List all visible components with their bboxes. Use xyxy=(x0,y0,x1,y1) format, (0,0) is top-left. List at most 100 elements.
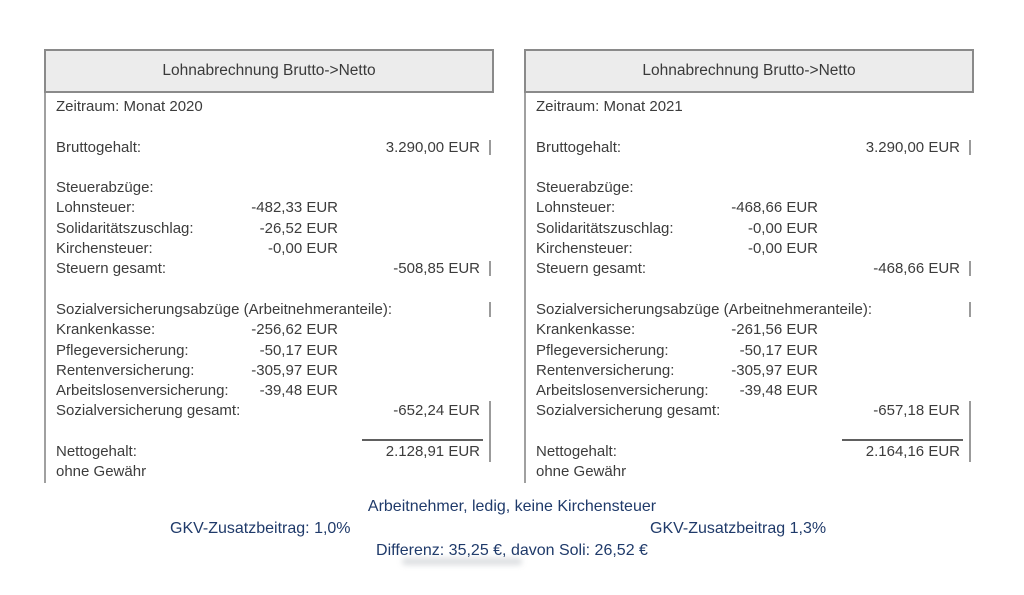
row-amount: -50,17 EUR xyxy=(259,341,338,359)
table-title: Lohnabrechnung Brutto->Netto xyxy=(642,62,856,79)
note-employee-status: Arbeitnehmer, ledig, keine Kirchensteuer xyxy=(367,498,657,515)
table-row xyxy=(46,280,494,300)
table-row xyxy=(46,421,494,443)
payroll-table-2021: Lohnabrechnung Brutto->Netto Zeitraum: M… xyxy=(524,49,974,483)
table-row: Solidaritätszuschlag: -26,52 EUR xyxy=(46,219,494,239)
table-row: Steuerabzüge: xyxy=(526,178,974,198)
table-row: Bruttogehalt: 3.290,00 EUR xyxy=(46,138,494,158)
row-label: Arbeitslosenversicherung: xyxy=(536,382,709,400)
cell-border-tick xyxy=(969,301,971,317)
row-total-amount: 2.128,91 EUR xyxy=(385,443,480,461)
row-amount: -39,48 EUR xyxy=(259,382,338,400)
table-row: Zeitraum: Monat 2020 xyxy=(46,97,494,117)
cell-border-tick xyxy=(969,139,971,155)
table-row xyxy=(526,117,974,137)
table-row: Solidaritätszuschlag: -0,00 EUR xyxy=(526,219,974,239)
cell-border-tick xyxy=(489,301,491,317)
table-row: Steuern gesamt: -468,66 EUR xyxy=(526,259,974,279)
table-row: Steuern gesamt: -508,85 EUR xyxy=(46,259,494,279)
row-amount: -261,56 EUR xyxy=(731,321,818,339)
table-row: Lohnsteuer: -482,33 EUR xyxy=(46,198,494,218)
row-total-amount: 2.164,16 EUR xyxy=(865,443,960,461)
row-label: Steuerabzüge: xyxy=(536,179,634,197)
cell-border-tick xyxy=(489,442,491,463)
row-label: Bruttogehalt: xyxy=(536,138,622,156)
cell-border-tick xyxy=(489,401,491,422)
table-row: Kirchensteuer: -0,00 EUR xyxy=(46,239,494,259)
row-amount: -305,97 EUR xyxy=(251,361,338,379)
cell-border-tick xyxy=(969,261,971,277)
row-amount: -305,97 EUR xyxy=(731,361,818,379)
cell-border-tick xyxy=(489,261,491,277)
table-body-2021: Zeitraum: Monat 2021 Bruttogehalt: 3.290,0… xyxy=(524,93,974,483)
row-label: Bruttogehalt: xyxy=(56,138,142,156)
row-label: Rentenversicherung: xyxy=(536,361,675,379)
row-label: Sozialversicherung gesamt: xyxy=(56,402,241,420)
row-total-amount: 3.290,00 EUR xyxy=(865,138,960,156)
cell-border-tick xyxy=(969,401,971,422)
row-total-amount: 3.290,00 EUR xyxy=(385,138,480,156)
table-row: ohne Gewähr xyxy=(526,462,974,482)
table-row: Kirchensteuer: -0,00 EUR xyxy=(526,239,974,259)
row-label: Sozialversicherungsabzüge (Arbeitnehmera… xyxy=(56,300,393,318)
table-row: Pflegeversicherung: -50,17 EUR xyxy=(46,341,494,361)
table-row: Nettogehalt: 2.164,16 EUR xyxy=(526,442,974,463)
table-row xyxy=(46,158,494,178)
row-label: Lohnsteuer: xyxy=(56,199,136,217)
row-label: Nettogehalt: xyxy=(536,443,617,461)
row-amount: -468,66 EUR xyxy=(731,199,818,217)
row-amount: -482,33 EUR xyxy=(251,199,338,217)
row-amount: -256,62 EUR xyxy=(251,321,338,339)
payroll-table-2020: Lohnabrechnung Brutto->Netto Zeitraum: M… xyxy=(44,49,494,483)
row-amount: -39,48 EUR xyxy=(739,382,818,400)
table-row: Pflegeversicherung: -50,17 EUR xyxy=(526,341,974,361)
table-row: Sozialversicherung gesamt: -652,24 EUR xyxy=(46,401,494,422)
table-row: Sozialversicherungsabzüge (Arbeitnehmera… xyxy=(46,300,494,320)
table-row: Sozialversicherung gesamt: -657,18 EUR xyxy=(526,401,974,422)
table-body-2020: Zeitraum: Monat 2020 Bruttogehalt: 3.290,0… xyxy=(44,93,494,483)
row-amount: -0,00 EUR xyxy=(747,240,818,258)
table-row xyxy=(46,117,494,137)
cell-border-tick xyxy=(969,442,971,463)
row-label: Lohnsteuer: xyxy=(536,199,616,217)
blurred-artifact xyxy=(402,558,522,565)
table-row xyxy=(526,158,974,178)
table-row: Krankenkasse: -261,56 EUR xyxy=(526,320,974,340)
row-label: Steuerabzüge: xyxy=(56,179,154,197)
row-label: Kirchensteuer: xyxy=(56,240,153,258)
row-label: Zeitraum: Monat 2020 xyxy=(56,98,203,115)
row-label: Pflegeversicherung: xyxy=(56,341,189,359)
table-row: Rentenversicherung: -305,97 EUR xyxy=(46,361,494,381)
row-label: Arbeitslosenversicherung: xyxy=(56,382,229,400)
table-row xyxy=(526,421,974,443)
table-row: Rentenversicherung: -305,97 EUR xyxy=(526,361,974,381)
note-difference: Differenz: 35,25 €, davon Soli: 26,52 € xyxy=(376,542,648,559)
row-total-amount: -508,85 EUR xyxy=(393,260,480,278)
table-row: ohne Gewähr xyxy=(46,462,494,482)
sum-rule-line xyxy=(362,439,483,442)
row-total-amount: -657,18 EUR xyxy=(873,402,960,420)
row-label: Solidaritätszuschlag: xyxy=(536,219,674,237)
row-label: Solidaritätszuschlag: xyxy=(56,219,194,237)
table-row: Arbeitslosenversicherung: -39,48 EUR xyxy=(46,381,494,401)
row-amount: -50,17 EUR xyxy=(739,341,818,359)
row-label: Kirchensteuer: xyxy=(536,240,633,258)
row-label: Sozialversicherungsabzüge (Arbeitnehmera… xyxy=(536,300,873,318)
row-label: ohne Gewähr xyxy=(56,463,147,481)
table-row: Zeitraum: Monat 2021 xyxy=(526,97,974,117)
row-amount: -0,00 EUR xyxy=(747,219,818,237)
table-row xyxy=(526,280,974,300)
table-row: Sozialversicherungsabzüge (Arbeitnehmera… xyxy=(526,300,974,320)
cell-border-tick xyxy=(969,421,971,443)
cell-border-tick xyxy=(489,421,491,443)
row-total-amount: -468,66 EUR xyxy=(873,260,960,278)
row-total-amount: -652,24 EUR xyxy=(393,402,480,420)
row-amount: -0,00 EUR xyxy=(267,240,338,258)
note-gkv-2020: GKV-Zusatzbeitrag: 1,0% xyxy=(170,520,351,537)
note-gkv-2021: GKV-Zusatzbeitrag 1,3% xyxy=(650,520,827,537)
table-row: Lohnsteuer: -468,66 EUR xyxy=(526,198,974,218)
row-label: Krankenkasse: xyxy=(536,321,636,339)
row-label: ohne Gewähr xyxy=(536,463,627,481)
sum-rule-line xyxy=(842,439,963,442)
table-row: Arbeitslosenversicherung: -39,48 EUR xyxy=(526,381,974,401)
